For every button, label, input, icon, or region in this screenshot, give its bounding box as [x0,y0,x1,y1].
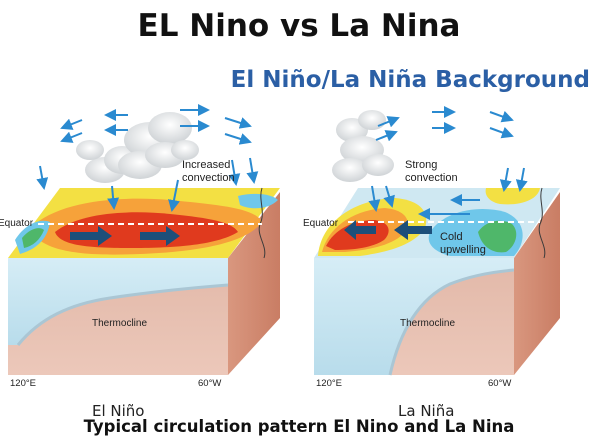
la-nina-panel: Strong convection Equator Cold upwelling… [303,106,560,389]
longitude-west: 120°E [316,378,342,389]
warm-patch-north [485,188,540,205]
thermocline-line [388,268,515,376]
current-arrow [70,226,112,246]
upwelling-label-line1: Cold [440,231,463,243]
cool-patch-east [238,193,278,209]
convection-clouds [76,112,199,183]
thermocline-label: Thermocline [400,318,455,329]
wind-arrows [368,106,528,220]
bottom-caption: Typical circulation pattern El Nino and … [83,417,515,436]
current-arrow [394,220,432,240]
warm-water-layer [8,258,228,345]
longitude-west: 120°E [10,378,36,389]
convection-clouds [332,110,394,182]
cold-upwelling-core [478,220,517,253]
longitude-east: 60°W [198,378,221,389]
thermocline-label: Thermocline [92,318,147,329]
la-nina-caption: La Niña [398,402,455,420]
page-title: EL Nino vs La Nina [137,8,461,44]
convection-label-line2: convection [182,172,235,184]
convection-label-line1: Increased [182,159,230,171]
equator-label: Equator [303,218,339,229]
convection-label-line1: Strong [405,159,437,171]
current-arrow [344,220,376,240]
el-nino-panel: Increased convection Equator Thermocline… [0,104,280,389]
land-side [228,192,280,375]
warm-water-layer [314,258,514,375]
convection-label-line2: convection [405,172,458,184]
coastline [538,187,546,259]
equator-label: Equator [0,218,34,229]
wind-arrows [36,104,259,212]
thermocline-line [16,283,229,346]
upwelling-label-line2: upwelling [440,244,486,256]
el-nino-caption: El Niño [92,402,145,420]
longitude-east: 60°W [488,378,511,389]
land-side [514,192,560,375]
current-arrow [140,226,180,246]
green-patch [22,228,44,248]
diagram-subtitle: El Niño/La Niña Background [230,67,590,93]
